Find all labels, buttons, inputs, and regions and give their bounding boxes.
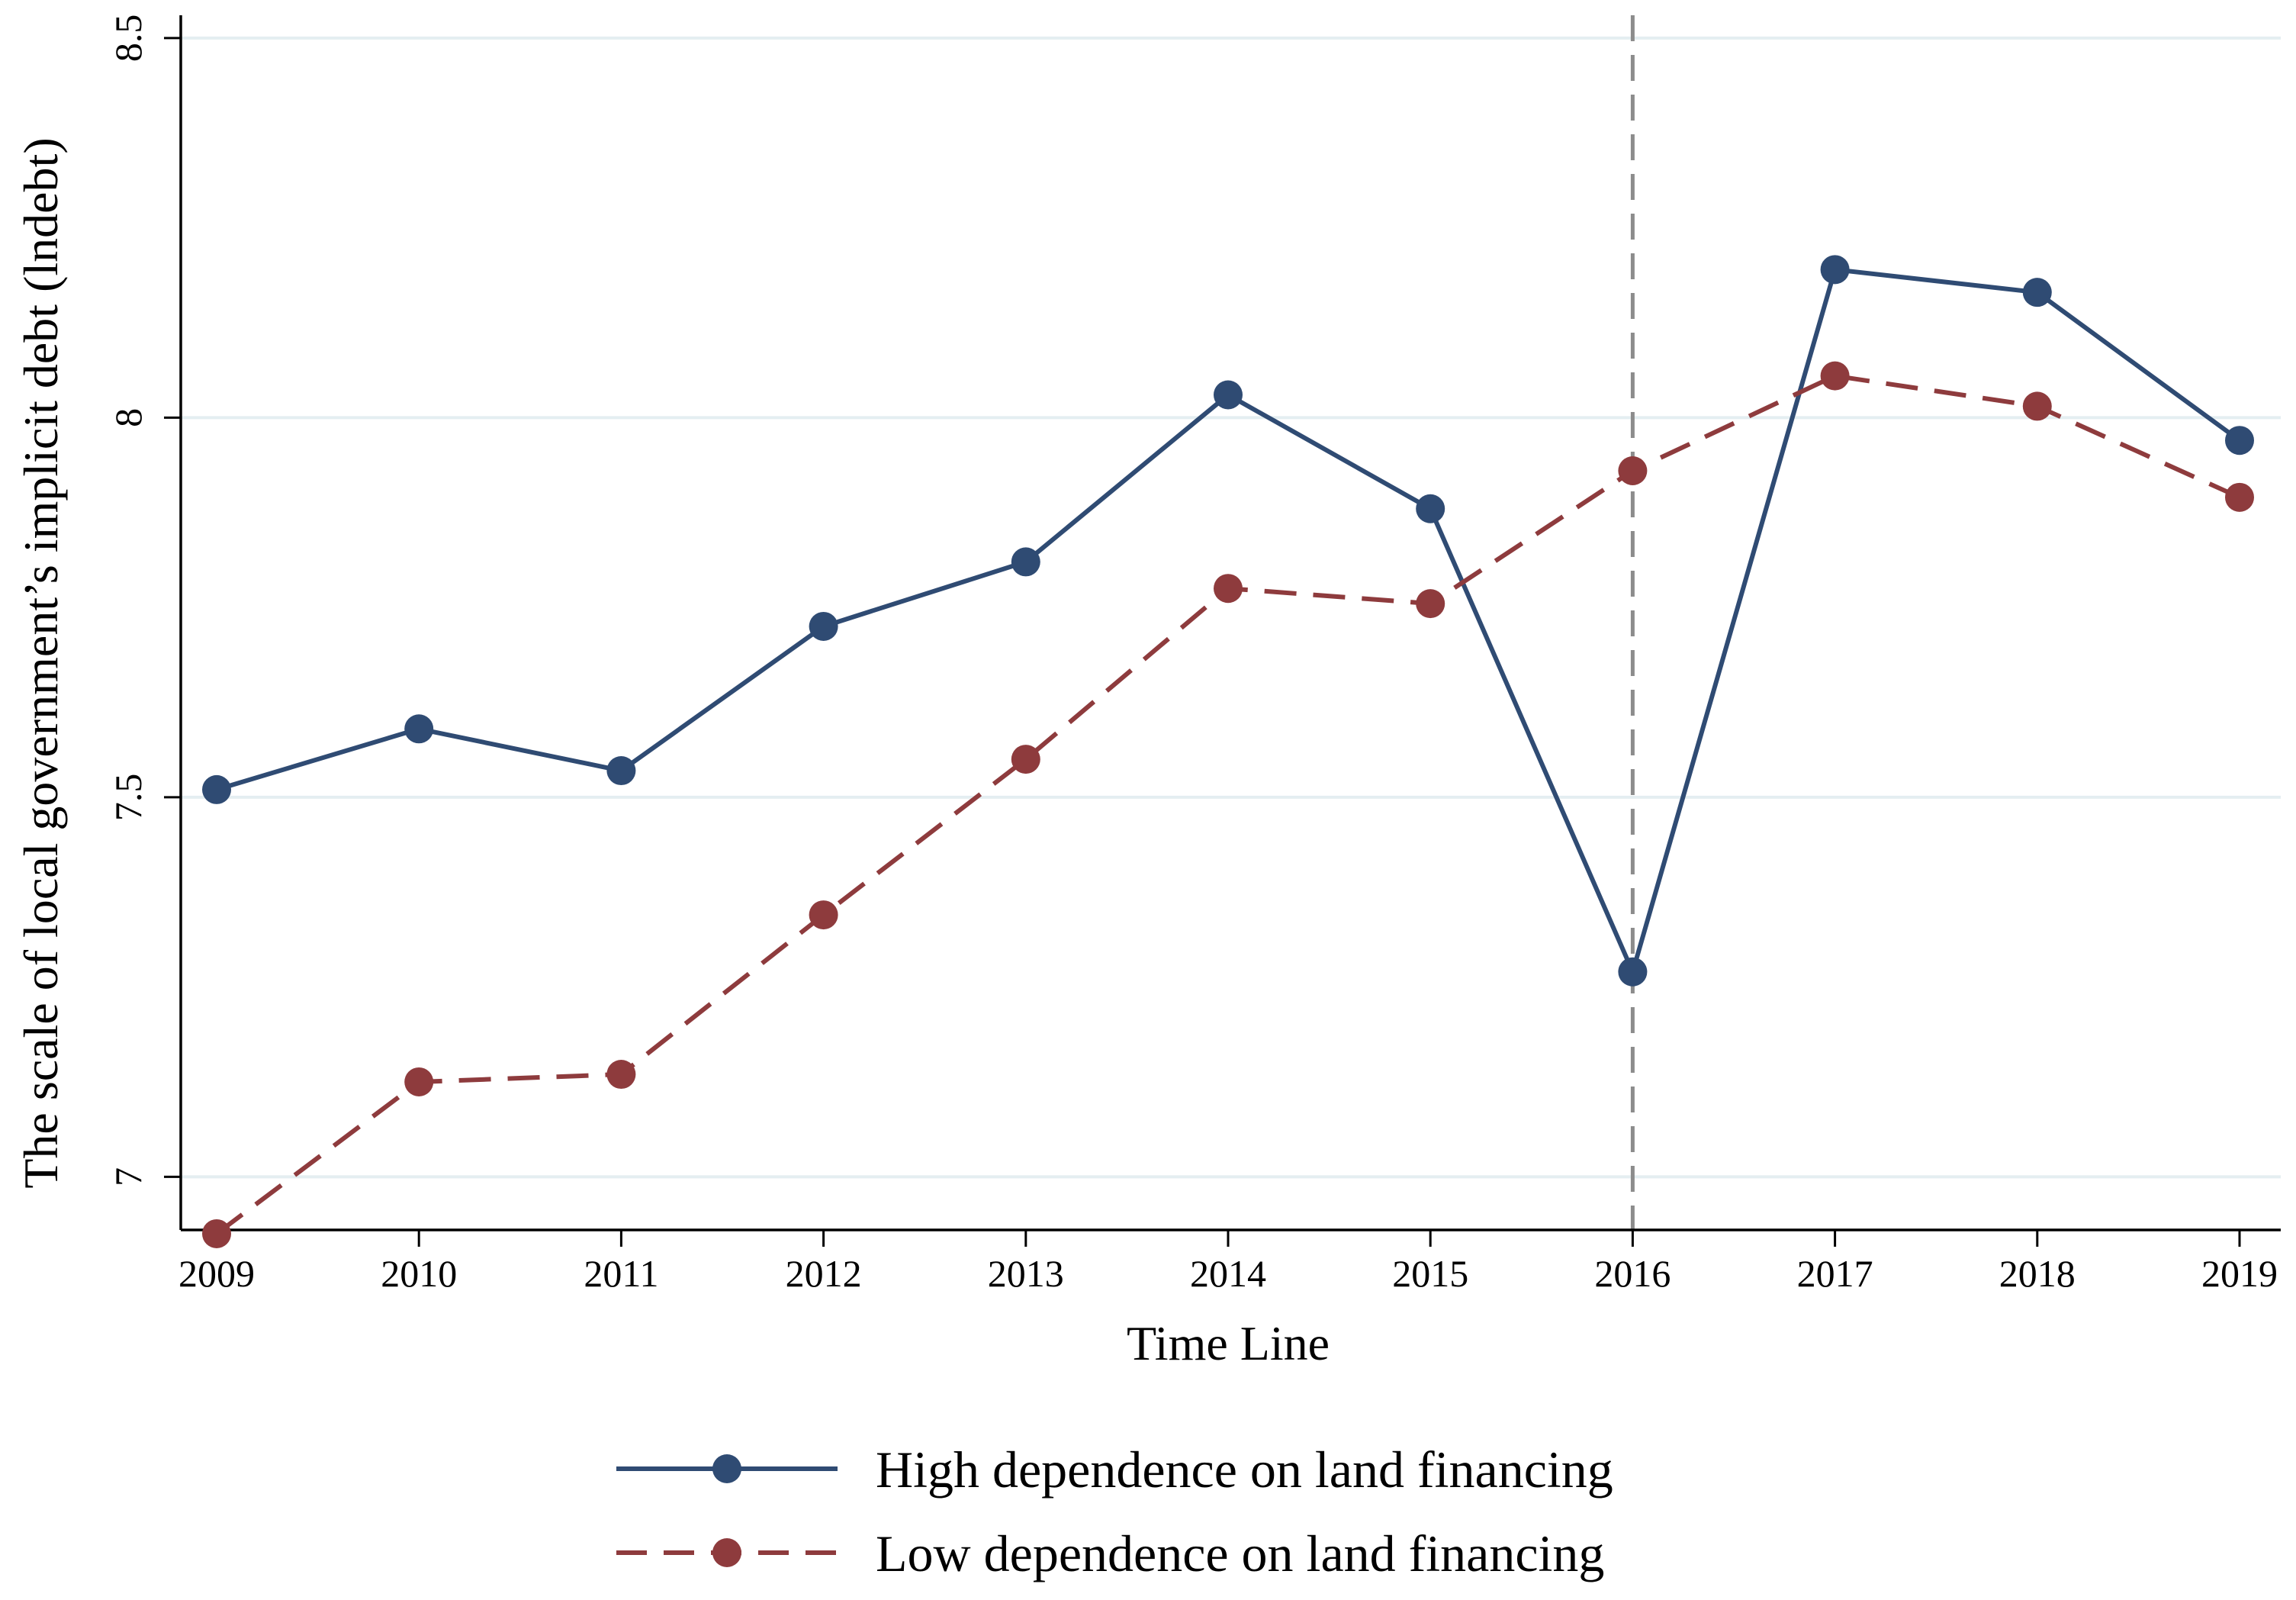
data-point-low-2012 [809,900,838,930]
series-layer [202,255,2254,1248]
y-tick-label-7.5: 7.5 [107,774,150,822]
data-point-high-2012 [809,611,838,641]
data-point-high-2015 [1416,494,1445,523]
data-point-low-2019 [2225,482,2254,512]
data-point-low-2013 [1011,745,1040,774]
grid-lines [181,36,2281,1179]
data-point-low-2018 [2022,391,2052,421]
data-point-low-2014 [1214,574,1243,604]
x-tick-label-2009: 2009 [178,1252,255,1295]
x-tick-label-2013: 2013 [988,1252,1064,1295]
data-point-low-2009 [202,1219,231,1248]
legend-label-low: Low dependence on land financing [876,1524,1604,1582]
legend-marker-low [712,1538,741,1567]
data-point-high-2017 [1820,255,1850,285]
data-point-high-2014 [1214,380,1243,410]
x-tick-label-2010: 2010 [381,1252,457,1295]
y-axis-title: The scale of local government’s implicit… [14,137,68,1188]
y-tick-label-8.5: 8.5 [107,14,150,63]
x-tick-label-2019: 2019 [2201,1252,2278,1295]
series-line-low [215,373,2241,1236]
series-line-high [216,267,2241,974]
legend-label-high: High dependence on land financing [876,1441,1613,1499]
data-point-low-2011 [606,1060,636,1090]
x-tick-label-2014: 2014 [1190,1252,1266,1295]
axes: 7 7.5 8 8.5 2009 2010 2011 2012 2013 2014 2015 2016… [107,14,2281,1295]
data-point-low-2016 [1618,456,1648,485]
data-point-high-2013 [1011,547,1040,577]
legend: High dependence on land financing Low dep… [616,1441,1613,1582]
y-tick-label-7: 7 [107,1167,150,1186]
x-axis-title: Time Line [1127,1316,1330,1370]
data-point-low-2015 [1416,589,1445,619]
x-tick-label-2018: 2018 [1999,1252,2076,1295]
x-tick-label-2016: 2016 [1594,1252,1671,1295]
data-point-high-2010 [404,714,434,744]
data-point-low-2017 [1820,361,1850,391]
legend-marker-high [712,1454,741,1483]
data-point-high-2009 [202,774,231,804]
x-tick-label-2012: 2012 [786,1252,862,1295]
data-point-high-2011 [606,756,636,786]
x-tick-label-2011: 2011 [584,1252,658,1295]
data-point-high-2018 [2022,278,2052,307]
x-tick-label-2017: 2017 [1797,1252,1873,1295]
y-tick-label-8: 8 [107,408,150,427]
data-point-low-2010 [404,1067,434,1096]
data-point-high-2016 [1618,957,1648,987]
x-tick-label-2015: 2015 [1392,1252,1468,1295]
data-point-high-2019 [2225,426,2254,456]
